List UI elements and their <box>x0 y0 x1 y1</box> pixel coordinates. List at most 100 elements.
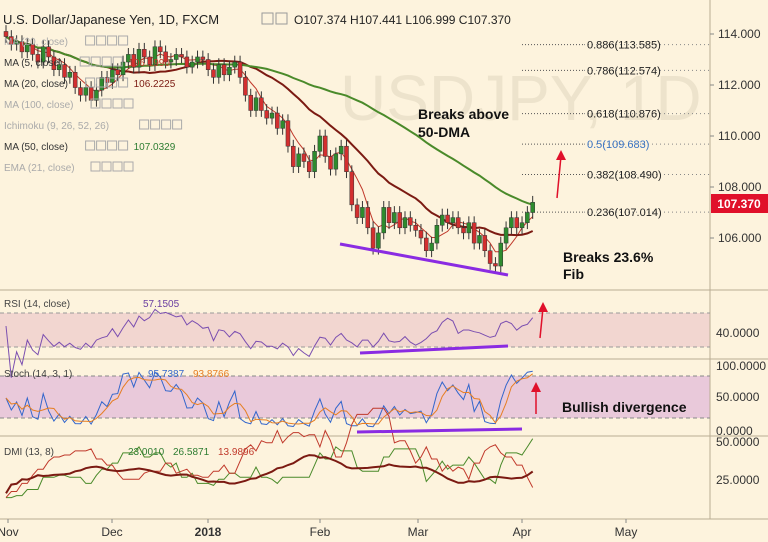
candle-body <box>381 207 386 234</box>
candle-body <box>349 171 355 206</box>
legend-name: MA (50, close) <box>4 142 68 153</box>
legend-name: MA (5, close) <box>4 58 62 69</box>
candle-body <box>418 230 424 239</box>
legend-name: MA (100, close) <box>4 100 73 111</box>
legend-name: EMA (21, close) <box>4 163 75 174</box>
candle-body <box>519 222 525 229</box>
indicator-legend: MA (20, close) MA (5, close) 106.1990 MA (2… <box>4 35 183 174</box>
settings-icon[interactable] <box>261 12 274 25</box>
candle-body <box>173 54 179 60</box>
candle-body <box>424 237 429 251</box>
candle-body <box>285 120 291 147</box>
legend-name: Ichimoku (9, 26, 52, 26) <box>4 121 109 132</box>
dmi-v1: 23.0010 <box>128 447 165 458</box>
more-icon <box>118 77 129 88</box>
candle-body <box>83 87 89 96</box>
annotation-bullish-divergence: Bullish divergence <box>562 399 687 415</box>
arrow-rsi <box>538 302 548 339</box>
time-label: Apr <box>513 525 532 539</box>
rsi-label: RSI (14, close) <box>4 299 70 310</box>
price-tick-label: 106.000 <box>718 231 762 245</box>
candle-body <box>525 212 530 223</box>
price-tick-label: 114.000 <box>718 27 761 41</box>
candle-body <box>434 225 440 244</box>
stoch-d-value: 93.8766 <box>193 369 230 380</box>
candle-body <box>259 97 264 111</box>
close-icon <box>107 35 118 46</box>
candle-body <box>392 212 397 223</box>
candle-body <box>104 77 110 83</box>
candle-body <box>189 61 195 68</box>
header-buttons[interactable] <box>261 12 288 25</box>
candle-body <box>280 120 285 129</box>
candle-body <box>126 54 131 63</box>
legend-value: 106.2225 <box>134 79 176 90</box>
settings-icon <box>101 161 112 172</box>
candle-body <box>56 64 62 70</box>
candle-body <box>312 151 317 172</box>
time-label: Feb <box>310 525 331 539</box>
candle-body <box>200 56 206 60</box>
candle-body <box>14 41 19 45</box>
fib-label: 0.886(113.585) <box>587 40 661 52</box>
candle-body <box>461 227 466 234</box>
candle-body <box>354 204 360 218</box>
candle-body <box>94 89 99 101</box>
more-icon <box>172 119 183 130</box>
candle-body <box>227 66 232 76</box>
settings-icon <box>101 98 112 109</box>
candle-body <box>253 97 259 111</box>
chart-title: U.S. Dollar/Japanese Yen, 1D, FXCM <box>3 12 219 27</box>
time-label: Dec <box>101 525 122 539</box>
dmi-tick-25: 25.0000 <box>716 473 760 487</box>
candle-body <box>120 61 126 76</box>
candle-body <box>301 153 307 162</box>
price-trendline <box>339 242 509 277</box>
candle-body <box>152 46 158 65</box>
annotation-breaks-fib-2: Fib <box>563 266 584 282</box>
dmi-pane <box>0 438 710 518</box>
candle-body <box>269 112 275 119</box>
fib-label: 0.5(109.683) <box>587 139 649 151</box>
candle-body <box>360 207 365 218</box>
candle-body <box>338 145 344 155</box>
more-icon <box>123 98 134 109</box>
close-icon <box>107 140 118 151</box>
candle-body <box>248 94 253 111</box>
candle-body <box>498 242 504 267</box>
candle-body <box>264 110 269 119</box>
candle-body <box>40 46 46 63</box>
rsi-trendline <box>359 344 509 355</box>
time-label: May <box>615 525 638 539</box>
dmi-adx-line <box>5 454 534 494</box>
dmi-v2: 26.5871 <box>173 447 210 458</box>
candle-body <box>493 263 498 267</box>
candle-body <box>3 31 9 37</box>
legend-name: MA (20, close) <box>4 79 68 90</box>
stoch-trendline <box>356 427 523 434</box>
menu-icon[interactable] <box>275 12 288 25</box>
candle-body <box>115 69 120 76</box>
eye-icon <box>90 98 101 109</box>
time-label: Nov <box>0 525 19 539</box>
candle-body <box>482 235 488 251</box>
stoch-tick-100: 100.0000 <box>716 359 766 373</box>
candle-body <box>46 46 51 58</box>
close-icon <box>112 98 123 109</box>
candle-body <box>30 43 35 55</box>
candle-body <box>471 222 477 244</box>
candle-body <box>211 69 216 78</box>
eye-icon <box>85 77 96 88</box>
fib-label: 0.382(108.490) <box>587 170 662 182</box>
settings-icon <box>90 56 101 67</box>
legend-value: 106.1990 <box>128 58 170 69</box>
candle-body <box>317 135 323 152</box>
candle-body <box>158 46 163 53</box>
time-label: Mar <box>408 525 429 539</box>
legend-name: MA (20, close) <box>4 37 68 48</box>
candle-body <box>168 59 174 63</box>
candle-body <box>163 51 168 63</box>
candle-body <box>136 49 142 68</box>
stoch-tick-50: 50.0000 <box>716 390 760 404</box>
eye-icon <box>90 161 101 172</box>
